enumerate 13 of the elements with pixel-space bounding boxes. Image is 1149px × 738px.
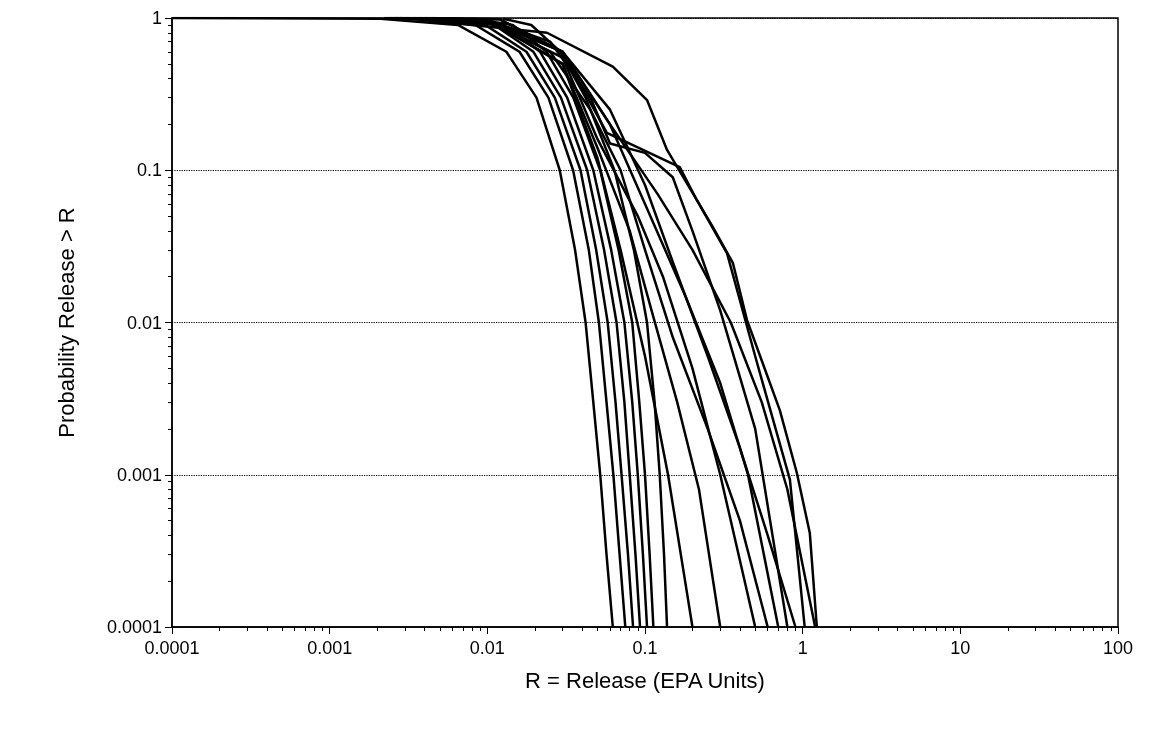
x-axis-title: R = Release (EPA Units)	[525, 667, 765, 693]
y-tick-label: 0.01	[126, 312, 162, 333]
x-tick-label: 0.1	[632, 638, 658, 658]
x-tick-label: 100	[1102, 638, 1134, 658]
x-tick-label: 0.01	[469, 638, 505, 658]
x-tick-label: 1	[797, 638, 808, 658]
y-tick-label: 1	[151, 8, 162, 28]
y-axis-title: Probability Release > R	[53, 207, 79, 438]
y-tick-label: 0.1	[136, 160, 162, 181]
y-tick-label: 0.0001	[106, 617, 162, 637]
x-tick-label: 0.001	[307, 638, 353, 658]
y-tick-label: 0.001	[116, 464, 162, 485]
x-tick-label: 10	[950, 638, 971, 658]
